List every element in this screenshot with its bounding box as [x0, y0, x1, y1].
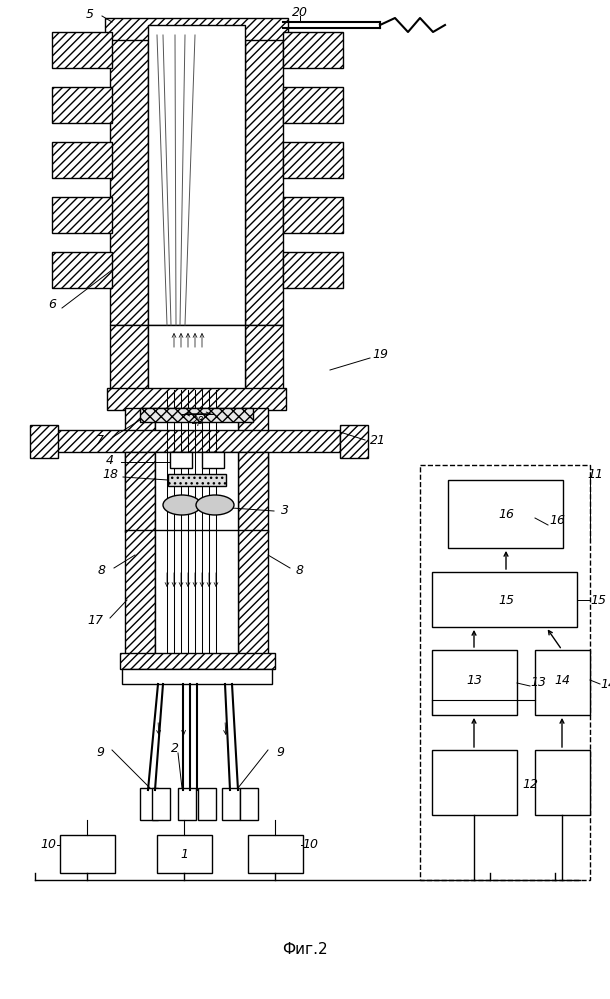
Bar [55, 430, 340, 452]
Text: 20: 20 [292, 6, 308, 19]
Bar [60, 835, 115, 873]
Text: 1: 1 [180, 848, 188, 861]
Text: 3: 3 [281, 503, 289, 516]
Text: 11: 11 [587, 469, 603, 482]
Text: 21: 21 [370, 434, 386, 447]
Ellipse shape [196, 495, 234, 515]
Bar [30, 425, 58, 458]
Text: 2β: 2β [192, 416, 204, 426]
Text: 6: 6 [48, 299, 56, 312]
Text: 15: 15 [498, 593, 514, 606]
Bar [222, 788, 240, 820]
Bar [110, 325, 148, 390]
Bar [245, 25, 283, 325]
Text: 17: 17 [87, 613, 103, 626]
Bar [152, 788, 170, 820]
Text: 7: 7 [96, 434, 104, 447]
Bar [125, 408, 155, 498]
Bar [52, 87, 112, 123]
Bar [157, 835, 212, 873]
Bar [238, 452, 268, 532]
Text: 8: 8 [98, 563, 106, 576]
Bar [283, 197, 343, 233]
Bar [122, 669, 272, 684]
Bar [52, 252, 112, 288]
Bar [140, 788, 158, 820]
Bar [283, 32, 343, 68]
Bar [535, 650, 590, 715]
Text: 12: 12 [522, 778, 538, 791]
Bar [535, 750, 590, 815]
Text: 8: 8 [296, 563, 304, 576]
Bar [155, 530, 238, 655]
Bar [283, 87, 343, 123]
Bar [420, 465, 590, 880]
Bar [432, 750, 517, 815]
Text: 13: 13 [530, 676, 546, 689]
Text: 10: 10 [302, 838, 318, 851]
Bar [240, 788, 258, 820]
Bar [110, 25, 148, 325]
Text: 13: 13 [466, 673, 482, 686]
Bar [52, 197, 112, 233]
Bar [148, 25, 245, 325]
Bar [107, 388, 286, 410]
Text: Фиг.2: Фиг.2 [282, 942, 328, 957]
Bar [340, 425, 368, 458]
Text: 15: 15 [590, 593, 606, 606]
Text: 4: 4 [106, 454, 114, 467]
Bar [120, 653, 275, 669]
Text: 5: 5 [86, 8, 94, 21]
Text: 14: 14 [554, 673, 570, 686]
Bar [148, 325, 245, 390]
Bar [155, 408, 238, 498]
Text: 16: 16 [549, 513, 565, 526]
Bar [168, 474, 226, 486]
Bar [283, 252, 343, 288]
Bar [178, 788, 196, 820]
Bar [105, 18, 288, 40]
Bar [245, 325, 283, 390]
Bar [52, 142, 112, 178]
Bar [198, 788, 216, 820]
Text: 2: 2 [171, 741, 179, 754]
Bar [283, 142, 343, 178]
Bar [238, 408, 268, 498]
Text: 9: 9 [276, 745, 284, 758]
Bar [238, 530, 268, 655]
Bar [432, 650, 517, 715]
Bar [248, 835, 303, 873]
Bar [448, 480, 563, 548]
Bar [125, 530, 155, 655]
Bar [170, 452, 192, 468]
Bar [140, 408, 253, 422]
Text: 14: 14 [600, 677, 610, 690]
Text: 9: 9 [96, 745, 104, 758]
Bar [125, 452, 155, 532]
Text: 19: 19 [372, 349, 388, 362]
Text: 10: 10 [40, 838, 56, 851]
Bar [155, 452, 238, 532]
Text: 16: 16 [498, 507, 514, 520]
Ellipse shape [163, 495, 201, 515]
Bar [52, 32, 112, 68]
Bar [202, 452, 224, 468]
Bar [432, 572, 577, 627]
Text: 18: 18 [102, 469, 118, 482]
